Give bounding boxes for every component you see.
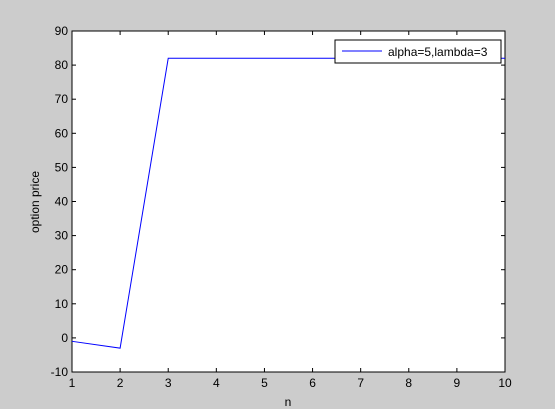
y-tick-label: 10 [55, 297, 69, 311]
y-axis-label: option price [28, 171, 42, 233]
y-tick-label: 90 [55, 24, 69, 38]
y-tick-label: 60 [55, 126, 69, 140]
y-tick-label: 70 [55, 92, 69, 106]
legend-box [334, 39, 502, 64]
x-tick-label: 9 [454, 376, 461, 390]
axis-ticks [71, 30, 506, 373]
axis-tick-labels: 1 2 3 4 5 6 7 8 9 10 -10 0 10 20 30 40 50 60 70 80 90 [51, 24, 512, 390]
x-tick-label: 4 [213, 376, 220, 390]
plot-area [71, 30, 506, 373]
y-tick-label: 0 [61, 331, 68, 345]
x-tick-label: 1 [69, 376, 76, 390]
y-tick-label: 30 [55, 229, 69, 243]
y-tick-label: 80 [55, 58, 69, 72]
y-tick-label: 40 [55, 195, 69, 209]
x-tick-label: 6 [309, 376, 316, 390]
x-tick-label: 8 [405, 376, 412, 390]
y-tick-label: -10 [51, 365, 69, 379]
x-tick-label: 5 [261, 376, 268, 390]
legend-entry-label: alpha=5,lambda=3 [388, 45, 488, 59]
x-tick-label: 2 [117, 376, 124, 390]
y-tick-label: 20 [55, 263, 69, 277]
x-tick-label: 3 [165, 376, 172, 390]
legend: alpha=5,lambda=3 [334, 39, 502, 64]
y-tick-label: 50 [55, 160, 69, 174]
x-axis-label: n [285, 395, 292, 409]
x-tick-label: 10 [498, 376, 512, 390]
x-tick-label: 7 [357, 376, 364, 390]
